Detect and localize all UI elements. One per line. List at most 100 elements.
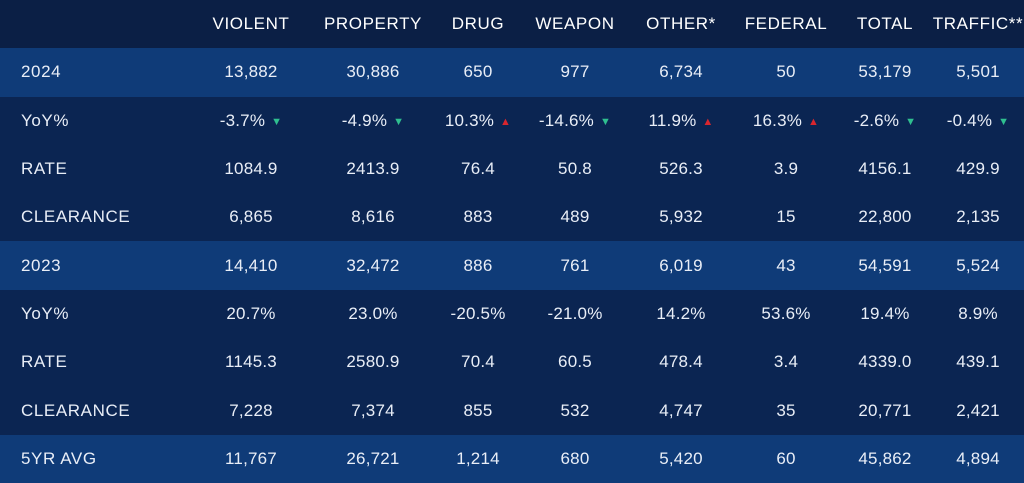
cell-value: -20.5%	[450, 303, 506, 323]
cell-value: 5,524	[956, 255, 1000, 275]
cell-value: 478.4	[659, 352, 703, 372]
cell-value: -21.0%	[547, 303, 603, 323]
cell-value: 532	[560, 400, 590, 420]
cell-value: 35	[776, 400, 796, 420]
table-cell: 16.3% ▲	[734, 111, 838, 131]
table-cell: 977	[522, 62, 628, 82]
cell-value: 8.9%	[958, 303, 998, 323]
table-cell: 2580.9	[312, 352, 434, 372]
table-cell: 26,721	[312, 449, 434, 469]
table-cell: 3.4	[734, 352, 838, 372]
cell-value: 2580.9	[346, 352, 400, 372]
cell-value: 5,932	[659, 207, 703, 227]
row-label: 5YR AVG	[21, 448, 97, 468]
header-total: TOTAL	[856, 14, 914, 34]
table-cell: 6,865	[190, 207, 312, 227]
row-label: 2024	[21, 62, 62, 82]
table-cell: 8.9%	[932, 304, 1024, 324]
cell-value: 2,135	[956, 207, 1000, 227]
cell-value: 50.8	[558, 159, 592, 179]
table-body: 2024 13,882 30,886 650 977 6,734 50 53,179 5,501…	[0, 48, 1024, 483]
cell-value: 60.5	[558, 352, 592, 372]
cell-value: -4.9%	[341, 110, 388, 130]
cell-value: 1084.9	[224, 159, 278, 179]
cell-value: 20.7%	[226, 303, 276, 323]
table-row: CLEARANCE 7,228 7,374 855 532 4,747 35 20,771 2,…	[0, 386, 1024, 435]
cell-value: 5,501	[956, 62, 1000, 82]
header-violent: VIOLENT	[212, 14, 290, 34]
table-cell: 2,135	[932, 207, 1024, 227]
cell-value: 30,886	[346, 62, 400, 82]
table-cell: 23.0%	[312, 304, 434, 324]
table-cell: 883	[434, 207, 522, 227]
table-cell: 70.4	[434, 352, 522, 372]
table-cell: 7,228	[190, 401, 312, 421]
table-cell: 6,019	[628, 256, 734, 276]
cell-value: 4,894	[956, 448, 1000, 468]
table-cell: 11.9% ▲	[628, 111, 734, 131]
table-cell: -14.6% ▼	[522, 111, 628, 131]
cell-value: 23.0%	[348, 303, 398, 323]
table-cell: 22,800	[838, 207, 932, 227]
table-cell: 2413.9	[312, 159, 434, 179]
cell-value: 2,421	[956, 400, 1000, 420]
table-cell: 5,932	[628, 207, 734, 227]
row-label: CLEARANCE	[21, 400, 131, 420]
row-label: YoY%	[21, 110, 70, 130]
cell-value: 429.9	[956, 159, 1000, 179]
table-cell: 1084.9	[190, 159, 312, 179]
cell-value: 14,410	[224, 255, 278, 275]
header-traffic: TRAFFIC**	[932, 14, 1024, 34]
cell-value: 54,591	[858, 255, 912, 275]
triangle-down-icon: ▼	[271, 115, 283, 128]
cell-value: 8,616	[351, 207, 395, 227]
cell-value: 32,472	[346, 255, 400, 275]
triangle-down-icon: ▼	[393, 115, 405, 128]
triangle-down-icon: ▼	[998, 115, 1010, 128]
cell-value: 50	[776, 62, 796, 82]
cell-value: 43	[776, 255, 796, 275]
cell-value: 6,019	[659, 255, 703, 275]
table-cell: 680	[522, 449, 628, 469]
table-row: RATE 1084.9 2413.9 76.4 50.8 526.3 3.9 4156.1 42…	[0, 144, 1024, 194]
cell-value: 60	[776, 448, 796, 468]
cell-value: 26,721	[346, 448, 400, 468]
cell-value: 3.4	[773, 352, 799, 372]
table-cell: 526.3	[628, 159, 734, 179]
table-cell: 10.3% ▲	[434, 111, 522, 131]
table-cell: 8,616	[312, 207, 434, 227]
cell-value: 6,865	[229, 207, 273, 227]
table-cell: 53.6%	[734, 304, 838, 324]
cell-value: 22,800	[858, 207, 912, 227]
cell-value: 19.4%	[860, 303, 910, 323]
table-cell: 14.2%	[628, 304, 734, 324]
table-cell: 3.9	[734, 159, 838, 179]
cell-value: 489	[560, 207, 590, 227]
cell-value: 855	[463, 400, 493, 420]
table-cell: 45,862	[838, 449, 932, 469]
table-cell: 650	[434, 62, 522, 82]
triangle-up-icon: ▲	[808, 115, 820, 128]
cell-value: 20,771	[858, 400, 912, 420]
table-cell: 886	[434, 256, 522, 276]
cell-value: 76.4	[461, 159, 495, 179]
table-cell: 76.4	[434, 159, 522, 179]
table-cell: 4156.1	[838, 159, 932, 179]
header-property: PROPERTY	[323, 14, 422, 34]
table-cell: 7,374	[312, 401, 434, 421]
table-row: YoY% -3.7% ▼ -4.9% ▼ 10.3% ▲ -14.6% ▼ 11.9% ▲ 16.3%…	[0, 96, 1024, 145]
table-cell: 60.5	[522, 352, 628, 372]
table-row: YoY% 20.7% 23.0% -20.5% -21.0% 14.2% 53.6% 19.4…	[0, 289, 1024, 339]
table-cell: 53,179	[838, 62, 932, 82]
cell-value: -2.6%	[853, 110, 900, 130]
triangle-up-icon: ▲	[500, 115, 512, 128]
table-cell: 6,734	[628, 62, 734, 82]
header-other: OTHER*	[646, 14, 716, 34]
table-cell: 1,214	[434, 449, 522, 469]
cell-value: 761	[560, 255, 590, 275]
cell-value: 1,214	[456, 448, 500, 468]
cell-value: 3.9	[773, 159, 799, 179]
cell-value: 4339.0	[858, 352, 912, 372]
table-cell: 54,591	[838, 256, 932, 276]
cell-value: 1145.3	[225, 352, 277, 372]
